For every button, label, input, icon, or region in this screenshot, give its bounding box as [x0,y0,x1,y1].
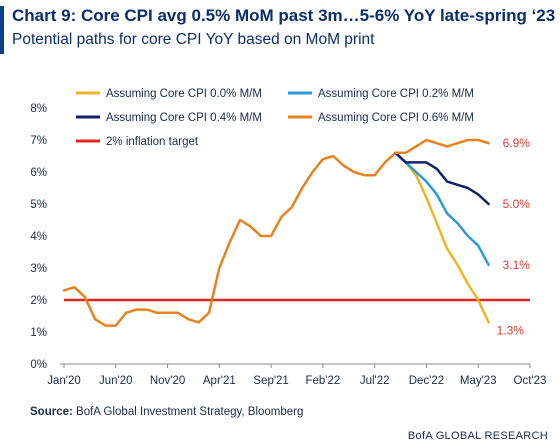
y-tick-label: 3% [30,263,47,275]
scenario-line [394,138,490,155]
legend-label: Assuming Core CPI 0.2% M/M [318,88,474,100]
x-tick-label: Apr'21 [203,375,236,387]
x-tick-label: Nov'20 [150,375,185,387]
x-tick-label: Sep'21 [253,375,288,387]
x-tick-label: Jul'22 [360,375,390,387]
source-text: BofA Global Investment Strategy, Bloombe… [76,406,304,418]
x-tick-label: May'23 [460,375,497,387]
y-tick-label: 0% [30,359,47,371]
chart-legend: Assuming Core CPI 0.0% M/M Assuming Core … [76,88,474,148]
y-tick-label: 1% [30,327,47,339]
x-tick-label: Jan'20 [47,375,81,387]
series-end-label: 1.3% [497,323,525,337]
y-tick-label: 4% [30,231,47,243]
legend-label: Assuming Core CPI 0.0% M/M [106,88,262,100]
legend-label: Assuming Core CPI 0.6% M/M [318,112,474,124]
series-end-label: 6.9% [503,136,531,150]
chart-title: Chart 9: Core CPI avg 0.5% MoM past 3m…5… [12,6,556,25]
x-tick-label: Oct'23 [514,375,547,387]
history-line [62,151,397,327]
chart-axes: 0% 1% 2% 3% 4% 5% 6% 7% 8% Jan'20 Jun'20 Nov'20 Apr'… [30,103,546,387]
x-tick-label: Feb'22 [305,375,340,387]
y-tick-label: 2% [30,295,47,307]
x-tick-label: Dec'22 [409,375,444,387]
y-tick-label: 7% [30,135,47,147]
series-lines [62,138,490,327]
series-end-label: 3.1% [503,258,531,272]
x-tick-label: Jun'20 [99,375,133,387]
end-labels: 1.3% 3.1% 5.0% 6.9% [497,136,531,337]
source-note: Source: BofA Global Investment Strategy,… [30,406,303,418]
y-tick-label: 6% [30,167,47,179]
title-accent-bar [0,6,4,54]
legend-label: 2% inflation target [106,136,199,148]
scenario-line [394,151,490,206]
y-tick-label: 5% [30,199,47,211]
scenario-line [394,151,490,324]
source-label: Source: [30,406,73,418]
scenario-line [394,151,490,267]
brand-mark: BofA GLOBAL RESEARCH [407,430,548,442]
legend-label: Assuming Core CPI 0.4% M/M [106,112,262,124]
series-end-label: 5.0% [503,197,531,211]
y-tick-label: 8% [30,103,47,115]
chart-subtitle: Potential paths for core CPI YoY based o… [12,31,375,48]
